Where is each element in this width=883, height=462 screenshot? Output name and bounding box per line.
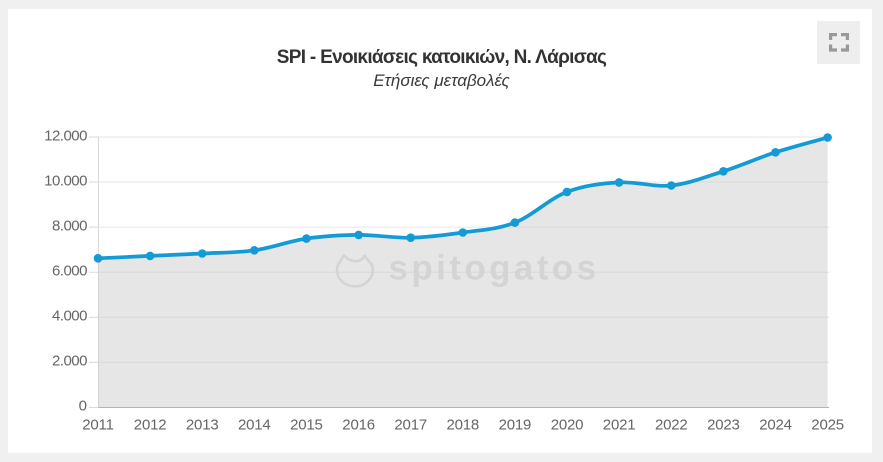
svg-text:spitogatos: spitogatos [389, 249, 600, 288]
svg-text:2017: 2017 [394, 417, 427, 434]
svg-text:2011: 2011 [82, 417, 113, 434]
svg-text:2015: 2015 [290, 417, 323, 434]
svg-text:10.000: 10.000 [44, 172, 87, 189]
svg-text:2020: 2020 [551, 417, 584, 434]
svg-text:8.000: 8.000 [52, 217, 87, 234]
svg-text:2016: 2016 [342, 417, 375, 434]
svg-text:0: 0 [79, 398, 87, 415]
svg-text:2023: 2023 [707, 417, 740, 434]
svg-text:2.000: 2.000 [52, 353, 87, 370]
svg-text:2021: 2021 [603, 417, 636, 434]
svg-text:2014: 2014 [238, 417, 271, 434]
svg-text:12.000: 12.000 [44, 127, 87, 144]
svg-text:2018: 2018 [447, 417, 480, 434]
svg-text:2022: 2022 [655, 417, 688, 434]
svg-text:4.000: 4.000 [52, 308, 87, 325]
svg-text:2013: 2013 [186, 417, 219, 434]
svg-text:2024: 2024 [759, 417, 792, 434]
svg-text:2012: 2012 [134, 417, 167, 434]
svg-text:2025: 2025 [811, 417, 844, 434]
svg-text:6.000: 6.000 [52, 263, 87, 280]
svg-text:2019: 2019 [499, 417, 532, 434]
